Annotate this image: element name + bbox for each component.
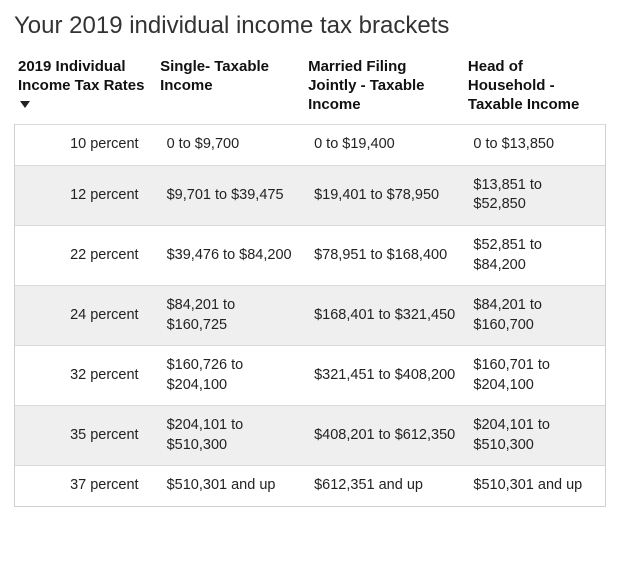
cell-mfj: 0 to $19,400 bbox=[304, 125, 463, 166]
cell-rate: 22 percent bbox=[15, 225, 157, 285]
tax-brackets-table-body: 10 percent 0 to $9,700 0 to $19,400 0 to… bbox=[15, 124, 605, 506]
cell-hoh: $510,301 and up bbox=[463, 466, 605, 506]
cell-mfj: $168,401 to $321,450 bbox=[304, 286, 463, 346]
cell-hoh: $84,201 to $160,700 bbox=[463, 286, 605, 346]
page-title: Your 2019 individual income tax brackets bbox=[14, 12, 606, 40]
table-row: 22 percent $39,476 to $84,200 $78,951 to… bbox=[15, 225, 605, 285]
cell-hoh: $52,851 to $84,200 bbox=[463, 225, 605, 285]
cell-hoh: 0 to $13,850 bbox=[463, 125, 605, 166]
column-header-rates-label: 2019 Individual Income Tax Rates bbox=[18, 58, 144, 94]
cell-rate: 24 percent bbox=[15, 286, 157, 346]
table-row: 24 percent $84,201 to $160,725 $168,401 … bbox=[15, 286, 605, 346]
cell-rate: 35 percent bbox=[15, 406, 157, 466]
cell-hoh: $13,851 to $52,850 bbox=[463, 165, 605, 225]
cell-single: $204,101 to $510,300 bbox=[157, 406, 305, 466]
table-row: 37 percent $510,301 and up $612,351 and … bbox=[15, 466, 605, 506]
table-row: 32 percent $160,726 to $204,100 $321,451… bbox=[15, 346, 605, 406]
table-row: 12 percent $9,701 to $39,475 $19,401 to … bbox=[15, 165, 605, 225]
cell-rate: 12 percent bbox=[15, 165, 157, 225]
cell-rate: 32 percent bbox=[15, 346, 157, 406]
cell-single: 0 to $9,700 bbox=[157, 125, 305, 166]
tax-brackets-table: 2019 Individual Income Tax Rates Single-… bbox=[14, 54, 606, 124]
table-row: 10 percent 0 to $9,700 0 to $19,400 0 to… bbox=[15, 125, 605, 166]
cell-mfj: $19,401 to $78,950 bbox=[304, 165, 463, 225]
cell-single: $9,701 to $39,475 bbox=[157, 165, 305, 225]
cell-mfj: $78,951 to $168,400 bbox=[304, 225, 463, 285]
column-header-rates[interactable]: 2019 Individual Income Tax Rates bbox=[14, 54, 156, 124]
column-header-hoh[interactable]: Head of Household - Taxable Income bbox=[464, 54, 606, 124]
column-header-single[interactable]: Single- Taxable Income bbox=[156, 54, 304, 124]
cell-single: $510,301 and up bbox=[157, 466, 305, 506]
cell-single: $160,726 to $204,100 bbox=[157, 346, 305, 406]
sort-desc-icon bbox=[20, 101, 30, 108]
column-header-mfj[interactable]: Married Filing Jointly - Taxable Income bbox=[304, 54, 464, 124]
cell-single: $84,201 to $160,725 bbox=[157, 286, 305, 346]
cell-mfj: $321,451 to $408,200 bbox=[304, 346, 463, 406]
cell-rate: 10 percent bbox=[15, 125, 157, 166]
cell-rate: 37 percent bbox=[15, 466, 157, 506]
table-row: 35 percent $204,101 to $510,300 $408,201… bbox=[15, 406, 605, 466]
cell-hoh: $204,101 to $510,300 bbox=[463, 406, 605, 466]
cell-mfj: $612,351 and up bbox=[304, 466, 463, 506]
cell-single: $39,476 to $84,200 bbox=[157, 225, 305, 285]
cell-mfj: $408,201 to $612,350 bbox=[304, 406, 463, 466]
cell-hoh: $160,701 to $204,100 bbox=[463, 346, 605, 406]
